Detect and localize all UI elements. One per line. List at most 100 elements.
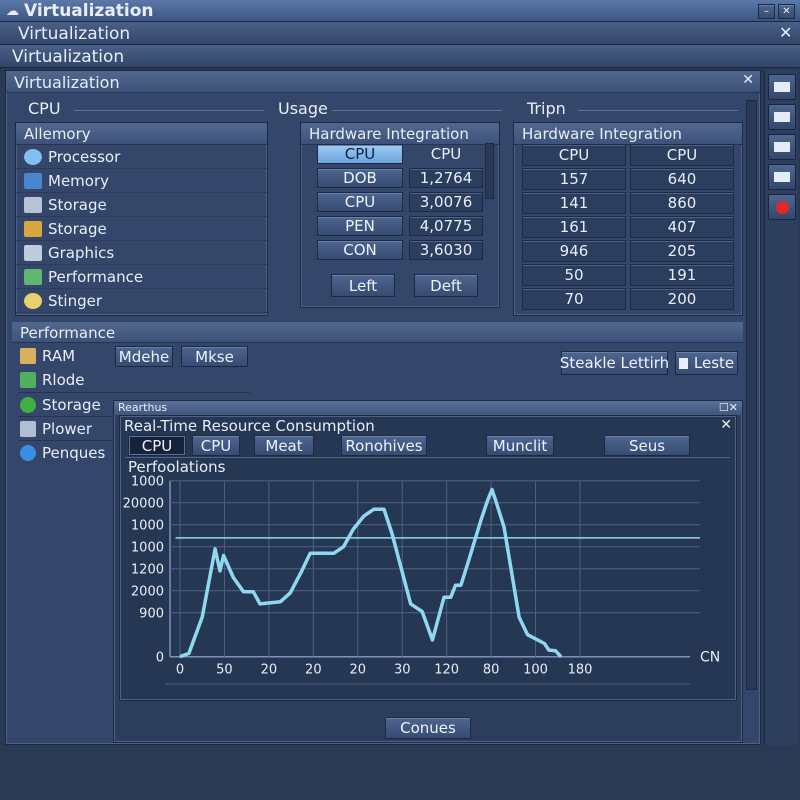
perf-item[interactable]: RAM <box>18 344 250 368</box>
data-point <box>460 584 462 586</box>
chart-window-title: Real-Time Resource Consumption <box>124 417 375 435</box>
tab-cpu[interactable]: CPU <box>128 435 186 456</box>
hw2-cell: 191 <box>630 264 734 286</box>
circle-icon <box>20 444 36 461</box>
left-button[interactable]: Left <box>331 274 395 297</box>
data-point <box>242 591 245 593</box>
perf-item[interactable]: Rlode <box>18 368 250 392</box>
data-point <box>188 652 190 655</box>
list-item[interactable]: Storage <box>16 217 267 241</box>
computer-icon <box>24 268 42 285</box>
hw1-row-button[interactable]: DOB <box>317 168 403 188</box>
leste-button[interactable]: Leste <box>675 351 738 375</box>
panel-button[interactable] <box>768 104 796 130</box>
record-icon <box>775 200 789 214</box>
minimize-button[interactable]: – <box>758 4 775 19</box>
data-point <box>543 642 546 645</box>
sub-window-controls[interactable]: ☐✕ <box>718 401 738 414</box>
chart-label: Perfoolations <box>128 458 226 476</box>
hw1-row-button[interactable]: PEN <box>317 216 403 236</box>
app-icon: ☁ <box>6 4 19 19</box>
list-item[interactable]: Storage <box>16 193 267 217</box>
y-tick-label: 900 <box>139 607 164 622</box>
data-point <box>421 610 424 613</box>
x-tick-label: 120 <box>434 663 459 678</box>
list-item[interactable]: Memory <box>16 169 267 193</box>
series-line <box>179 487 563 659</box>
home-button[interactable] <box>768 134 796 160</box>
hardware-panel-1: Hardware Integration CPU CPU DOB 1,2764 CPU 3… <box>300 122 500 308</box>
sub-window-titlebar: Rearthus ☐✕ <box>114 401 742 415</box>
data-point <box>554 649 557 652</box>
chart-close-icon[interactable]: ✕ <box>720 417 732 433</box>
hw1-scrollbar[interactable] <box>485 143 494 199</box>
x-tick-label: 100 <box>523 663 548 678</box>
data-point <box>252 591 255 593</box>
record-button[interactable] <box>768 194 796 220</box>
data-point <box>352 528 355 530</box>
hw2-cell: 860 <box>630 192 734 214</box>
close-button[interactable]: ✕ <box>778 4 795 19</box>
data-point <box>491 488 493 491</box>
y-tick-label: 1200 <box>131 563 164 578</box>
panel-title: Virtualization <box>14 73 120 92</box>
conues-button[interactable]: Conues <box>385 717 471 739</box>
tab-ronohives[interactable]: Ronohives <box>341 435 427 456</box>
mdehe-button[interactable]: Mdehe <box>115 346 173 367</box>
hw2-header: Hardware Integration <box>514 123 742 145</box>
list-header: Allemory <box>16 123 267 145</box>
hw1-row-button[interactable]: CPU <box>317 144 403 164</box>
main-scrollbar[interactable] <box>746 100 757 690</box>
list-item-label: Storage <box>48 195 107 214</box>
data-point <box>449 596 452 599</box>
perf-item-label: Penques <box>42 443 106 462</box>
list-item-label: Storage <box>48 219 107 238</box>
data-point <box>468 559 470 561</box>
hw1-row-button[interactable]: CON <box>317 240 403 260</box>
list-item[interactable]: Performance <box>16 265 267 289</box>
tab-meat[interactable]: Meat <box>254 435 314 456</box>
data-point <box>332 552 335 555</box>
group-label-cpu: CPU <box>28 99 61 118</box>
close-icon[interactable]: ✕ <box>779 23 793 42</box>
data-point <box>309 552 312 555</box>
list-item[interactable]: Graphics <box>16 241 267 265</box>
tab-seus[interactable]: Seus <box>604 435 690 456</box>
list-item[interactable]: Processor <box>16 145 267 169</box>
perf-item-label: Plower <box>42 419 93 438</box>
x-tick-label: 50 <box>216 663 233 678</box>
hw2-cell: CPU <box>630 144 734 166</box>
hw1-value: 4,0775 <box>409 216 483 236</box>
panel-close-icon[interactable]: ✕ <box>742 72 754 88</box>
hw1-value: CPU <box>430 145 462 163</box>
display-settings-icon <box>774 172 790 182</box>
tree-icon <box>20 372 36 388</box>
hw1-value: 1,2764 <box>409 168 483 188</box>
y-tick-label: 1000 <box>131 541 164 556</box>
hw1-value: 3,6030 <box>409 240 483 260</box>
data-point <box>214 548 216 550</box>
file-icon <box>20 348 36 364</box>
steakle-button[interactable]: Steakle Lettirh <box>560 351 669 375</box>
x-tick-label: 20 <box>350 663 367 678</box>
tab-cpu[interactable]: CPU <box>192 435 240 456</box>
hw1-row-button[interactable]: CPU <box>317 192 403 212</box>
data-point <box>383 508 385 511</box>
display-settings-button[interactable] <box>768 164 796 190</box>
hw2-cell: 141 <box>522 192 626 214</box>
y-tick-label: 1000 <box>131 475 164 490</box>
home-icon <box>774 142 790 152</box>
tab-munclit[interactable]: Munclit <box>486 435 554 456</box>
list-item[interactable]: Stinger <box>16 289 267 313</box>
window-button[interactable] <box>768 74 796 100</box>
deft-button[interactable]: Deft <box>414 274 478 297</box>
data-point <box>431 639 434 641</box>
performance-header: Performance <box>12 322 743 343</box>
tab-virtualization[interactable]: Virtualization <box>12 47 125 67</box>
x-tick-label: 180 <box>568 663 593 678</box>
hw2-cell: 161 <box>522 216 626 238</box>
hw2-cell: CPU <box>522 144 626 166</box>
hw1-value: 3,0076 <box>409 192 483 212</box>
mkse-button[interactable]: Mkse <box>181 346 248 367</box>
hw2-cell: 205 <box>630 240 734 262</box>
